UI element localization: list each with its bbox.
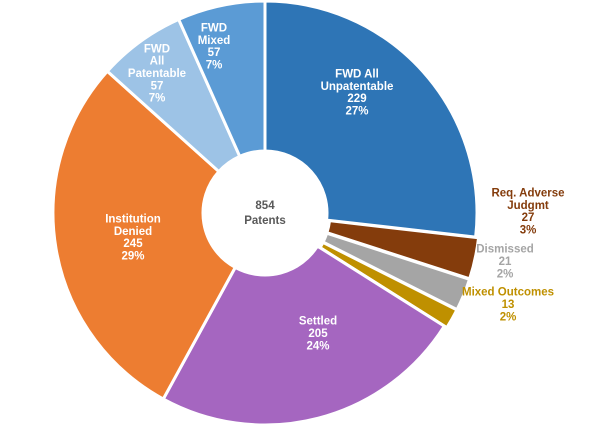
slice-label-value: 13 xyxy=(502,299,515,311)
donut-hole xyxy=(203,151,327,275)
slice-label-name: All xyxy=(150,56,165,68)
center-label-count: 854 xyxy=(255,200,275,212)
slice-label-percent: 3% xyxy=(520,224,537,236)
slice-label-percent: 27% xyxy=(345,105,368,117)
slice-label-percent: 2% xyxy=(497,268,514,280)
slice-label-value: 27 xyxy=(522,212,535,224)
slice-label-name: Req. Adverse xyxy=(491,188,564,200)
slice-label-name: FWD All xyxy=(335,69,379,81)
slice-label-name: Settled xyxy=(299,316,337,328)
slice-label-name: Institution xyxy=(105,214,161,226)
slice-label-percent: 7% xyxy=(149,93,166,105)
slice-label-name: Patentable xyxy=(128,68,186,80)
slice-label-percent: 2% xyxy=(500,311,517,323)
slice-label-name: Mixed Outcomes xyxy=(462,287,554,299)
slice-label-percent: 29% xyxy=(121,250,144,262)
slice-label-percent: 24% xyxy=(306,340,329,352)
slice-label-name: Denied xyxy=(114,226,152,238)
slice-label-value: 245 xyxy=(123,238,143,250)
slice-label-name: Unpatentable xyxy=(321,81,394,93)
center-label-caption: Patents xyxy=(244,215,286,227)
slice-label-name: FWD xyxy=(144,43,170,55)
slice-label-percent: 7% xyxy=(206,59,223,71)
slice-label-name: FWD xyxy=(201,23,227,35)
slice-label-name: Dismissed xyxy=(476,244,534,256)
slice-label-value: 57 xyxy=(151,80,164,92)
slice-label-value: 205 xyxy=(308,328,328,340)
slice-label-value: 21 xyxy=(499,256,512,268)
slice-label-value: 229 xyxy=(347,93,366,105)
center-label: 854 Patents xyxy=(244,200,286,227)
slice-label-name: Mixed xyxy=(198,35,231,47)
slice-label-value: 57 xyxy=(208,47,221,59)
slice-label-name: Judgmt xyxy=(507,200,549,212)
